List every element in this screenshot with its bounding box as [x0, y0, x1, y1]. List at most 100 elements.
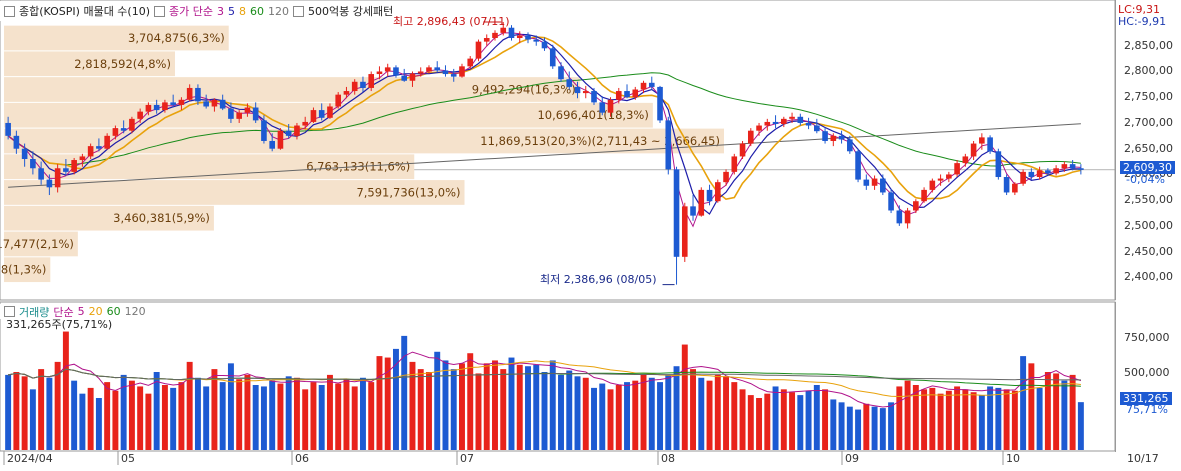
candle-body — [929, 180, 936, 190]
candle-body — [681, 206, 688, 257]
candle-body — [228, 108, 234, 119]
volume-profile-label: 763,778(1,3%) — [0, 263, 46, 277]
candle-body — [360, 81, 366, 88]
candle-body — [277, 130, 284, 149]
candle-body — [871, 178, 878, 186]
price-tick: 2,750,00 — [1124, 90, 1173, 104]
volume-bar — [500, 369, 507, 450]
volume-bar — [153, 372, 160, 450]
candle-body — [79, 156, 86, 161]
date-tick: 06 — [295, 452, 309, 465]
volume-bar — [508, 357, 515, 450]
candle-body — [632, 89, 639, 98]
volume-bar — [747, 395, 754, 450]
volume-axis[interactable] — [1115, 302, 1181, 452]
volume-bar — [1011, 390, 1018, 450]
volume-bar — [1028, 363, 1035, 450]
volume-bar — [558, 374, 564, 450]
candle-body — [302, 121, 309, 126]
date-tick: 05 — [121, 452, 135, 465]
candle-body — [591, 91, 597, 103]
pattern-legend-checkbox[interactable] — [293, 5, 304, 17]
candle-body — [112, 128, 119, 136]
candle-body — [954, 163, 960, 175]
volume-bar — [756, 398, 763, 450]
volume-bar — [21, 376, 28, 450]
candle-body — [384, 67, 391, 72]
volume-bar — [929, 387, 936, 450]
candle-body — [558, 66, 564, 80]
price-tick: 2,450,00 — [1124, 244, 1173, 258]
volume-bar — [71, 380, 78, 450]
volume-bar — [170, 387, 177, 450]
candle-body — [409, 73, 416, 81]
candle-body — [1003, 177, 1010, 193]
candle-body — [772, 121, 779, 124]
candle-body — [1069, 164, 1076, 169]
vol-ma5-legend: 5 — [77, 305, 85, 318]
volume-bar — [13, 372, 20, 450]
candle-body — [797, 116, 804, 123]
volume-bar — [805, 390, 812, 450]
candle-body — [351, 81, 358, 92]
candle-body — [904, 210, 911, 224]
volume-bar — [326, 374, 333, 450]
volume-bar — [690, 369, 697, 450]
volume-bar — [813, 385, 820, 450]
volume-bar — [442, 360, 449, 450]
candle-body — [46, 179, 53, 188]
price-tick: 2,500,00 — [1124, 218, 1173, 232]
candle-body — [574, 86, 581, 94]
volume-bar — [203, 386, 210, 450]
volume-bar — [376, 356, 383, 450]
price-axis[interactable] — [1115, 0, 1181, 300]
volume-bar — [904, 380, 911, 450]
date-tick: 09 — [845, 452, 859, 465]
price-tick: 2,700,00 — [1124, 115, 1173, 129]
volume-ma20-line — [8, 360, 1081, 398]
volume-bar — [384, 357, 391, 450]
candle-body — [417, 71, 424, 74]
volume-bar — [591, 387, 597, 450]
volume-bar — [962, 389, 969, 450]
candle-body — [582, 91, 589, 94]
candle-body — [714, 182, 721, 202]
candle-body — [1061, 164, 1068, 169]
candle-body — [690, 206, 696, 216]
ma5-legend: 5 — [228, 4, 235, 18]
low-annotation: 최저 2,386,96 (08/05) — [540, 273, 657, 286]
volume-bar — [789, 392, 796, 450]
candle-body — [731, 156, 738, 172]
volume-bar — [219, 382, 226, 450]
volume-legend-checkbox[interactable] — [4, 306, 15, 317]
candle-body — [764, 121, 771, 126]
ma-legend-checkbox[interactable] — [154, 5, 166, 17]
price-tick: 2,400,00 — [1124, 270, 1173, 284]
volume-bar — [632, 380, 639, 450]
volume-profile-band — [4, 77, 580, 102]
volume-bar — [236, 379, 243, 450]
volume-bar — [483, 363, 490, 450]
volume-bar — [450, 369, 457, 450]
candle-body — [640, 82, 647, 90]
price-chart-title: 종합(KOSPI) 매물대 수(10) — [19, 5, 151, 18]
candle-body — [1012, 183, 1018, 193]
volume-bar — [574, 376, 581, 450]
candle-body — [566, 79, 573, 87]
ma60-legend: 60 — [250, 4, 264, 18]
volume-bar — [310, 382, 317, 450]
candle-body — [525, 35, 531, 40]
candle-body — [203, 101, 209, 107]
volume-bar — [194, 377, 201, 450]
candle-body — [657, 86, 663, 121]
candle-body — [789, 116, 795, 119]
volume-profile-label: 3,460,381(5,9%) — [113, 211, 210, 225]
candle-body — [648, 82, 655, 87]
volume-bar — [252, 385, 259, 450]
date-tick: 10/17 — [1127, 452, 1159, 465]
volume-ma120-line — [8, 368, 1081, 381]
volume-bar — [112, 390, 119, 450]
price-legend-checkbox[interactable] — [4, 5, 15, 17]
volume-bar — [467, 353, 474, 450]
